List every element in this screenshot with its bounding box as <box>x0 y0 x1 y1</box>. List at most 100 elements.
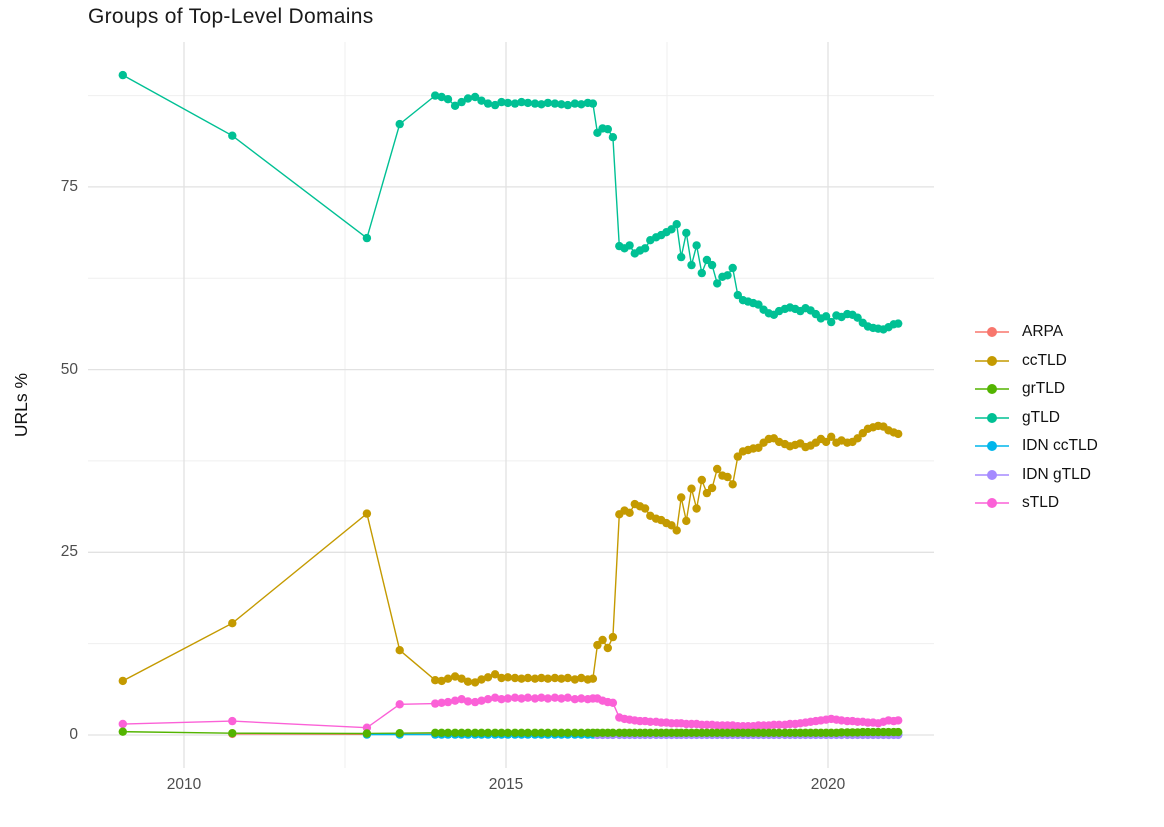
data-point <box>646 728 655 737</box>
data-point <box>457 674 466 683</box>
data-point <box>702 255 712 265</box>
data-point <box>443 697 453 707</box>
legend-item-idn-gtld: IDN gTLD <box>974 461 1098 490</box>
data-point <box>503 694 513 703</box>
data-point <box>543 694 553 703</box>
data-point <box>603 125 612 134</box>
data-point <box>470 678 480 687</box>
data-point <box>550 693 560 702</box>
data-point <box>431 676 440 685</box>
data-point <box>431 699 440 708</box>
data-point <box>530 99 540 108</box>
legend-item-cctld: ccTLD <box>974 347 1098 376</box>
data-point <box>853 434 862 443</box>
data-point <box>483 673 493 682</box>
data-point <box>687 260 696 270</box>
data-point <box>517 674 526 683</box>
data-point <box>557 694 566 703</box>
data-point <box>362 509 372 518</box>
data-point <box>497 695 506 704</box>
data-point <box>550 99 560 108</box>
x-tick-label: 2015 <box>488 776 524 793</box>
data-point <box>510 673 520 683</box>
data-point <box>677 252 686 262</box>
legend-item-label: sTLD <box>1022 494 1060 512</box>
data-point <box>362 723 372 732</box>
data-point <box>577 100 586 109</box>
data-point <box>431 91 440 100</box>
data-point <box>543 98 553 108</box>
data-point <box>497 673 506 683</box>
data-point <box>608 728 618 737</box>
data-point <box>228 619 237 628</box>
data-point <box>728 263 737 273</box>
data-point <box>754 443 763 452</box>
data-point <box>672 526 681 535</box>
data-point <box>723 271 732 280</box>
legend-key-icon <box>975 412 1009 423</box>
data-point <box>640 244 650 253</box>
data-point <box>450 672 460 681</box>
x-tick-label: 2020 <box>810 776 846 793</box>
data-point <box>470 697 480 707</box>
data-point <box>477 96 486 105</box>
legend-key-icon <box>975 384 1009 395</box>
legend-key-icon <box>975 327 1009 338</box>
data-point <box>667 225 676 234</box>
data-point <box>510 728 520 737</box>
data-point <box>557 674 566 683</box>
data-point <box>510 693 520 702</box>
legend-key-icon <box>975 355 1009 366</box>
data-point <box>894 319 903 328</box>
legend-item-arpa: ARPA <box>974 318 1098 347</box>
data-point <box>517 97 526 107</box>
data-point <box>550 673 560 683</box>
y-tick-label: 0 <box>69 726 78 743</box>
y-tick-label: 50 <box>60 360 78 378</box>
data-point <box>463 697 473 706</box>
data-point <box>577 673 586 683</box>
data-point <box>450 101 460 111</box>
data-point <box>667 521 676 530</box>
data-point <box>443 674 453 683</box>
data-point <box>853 313 862 322</box>
data-point <box>470 728 480 737</box>
data-point <box>682 516 691 526</box>
data-point <box>543 728 553 737</box>
data-point <box>510 99 520 108</box>
data-point <box>118 719 128 729</box>
data-point <box>457 97 466 107</box>
data-point <box>228 716 237 726</box>
data-point <box>894 716 903 725</box>
data-point <box>503 728 513 737</box>
data-point <box>608 133 618 142</box>
series-points-sTLD <box>118 693 903 732</box>
legend-item-grtld: grTLD <box>974 375 1098 404</box>
legend-item-label: ARPA <box>1022 323 1064 341</box>
data-point <box>517 728 526 737</box>
data-point <box>395 700 404 709</box>
data-point <box>463 94 473 103</box>
data-point <box>437 676 446 686</box>
data-point <box>483 728 493 737</box>
data-point <box>523 693 533 702</box>
data-point <box>707 483 717 493</box>
legend-item-idn-cctld: IDN ccTLD <box>974 432 1098 461</box>
data-point <box>563 100 572 110</box>
data-point <box>598 635 607 645</box>
data-point <box>570 728 580 737</box>
data-point <box>570 99 580 108</box>
data-point <box>450 696 460 705</box>
data-point <box>563 728 572 737</box>
data-point <box>490 100 500 110</box>
data-point <box>687 484 696 493</box>
data-point <box>672 220 681 229</box>
data-point <box>570 675 580 684</box>
data-point <box>723 472 732 482</box>
data-point <box>894 429 903 439</box>
data-point <box>437 92 446 102</box>
series-points-gTLD <box>118 70 903 334</box>
data-point <box>894 727 903 737</box>
data-point <box>625 508 634 517</box>
